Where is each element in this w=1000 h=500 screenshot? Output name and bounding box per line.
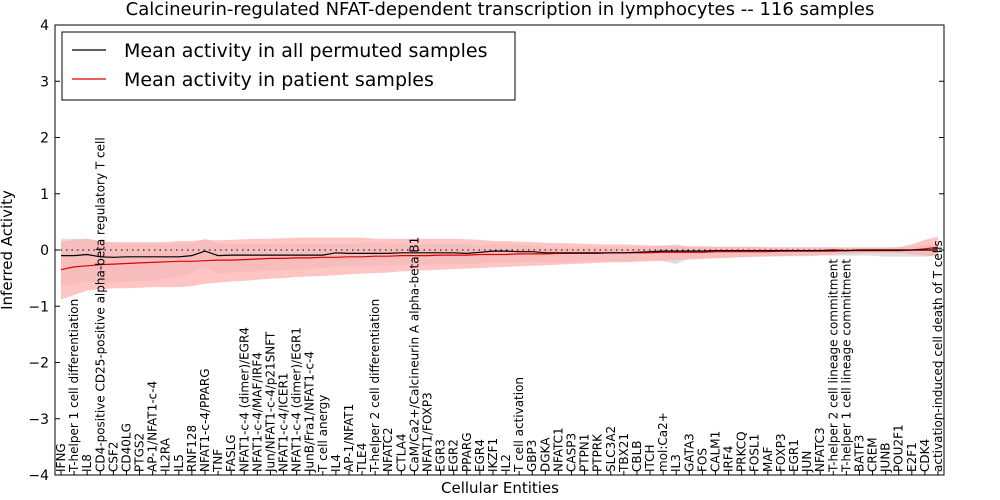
x-axis-title: Cellular Entities bbox=[441, 479, 559, 497]
category-label: MAF bbox=[761, 446, 775, 472]
category-label: PTPRK bbox=[591, 433, 605, 472]
category-label: TNF bbox=[211, 449, 225, 473]
legend: Mean activity in all permuted samples Me… bbox=[61, 31, 516, 101]
y-tick-label: 3 bbox=[40, 74, 49, 90]
y-tick-label: 1 bbox=[40, 187, 49, 203]
category-label: EGR3 bbox=[434, 439, 448, 472]
category-label: Jun/NFAT1-c-4/p21SNFT bbox=[263, 331, 277, 473]
category-label: E2F1 bbox=[905, 442, 919, 472]
category-label: T-helper 1 cell differentiation bbox=[67, 299, 81, 473]
category-label: EGR2 bbox=[447, 439, 461, 472]
category-label: mol:Ca2+ bbox=[656, 412, 670, 472]
category-label: GATA3 bbox=[682, 433, 696, 472]
category-label: EGR4 bbox=[473, 439, 487, 472]
category-label: NFATC3 bbox=[813, 427, 827, 472]
category-label: CALM1 bbox=[709, 431, 723, 472]
category-label: T-helper 2 cell differentiation bbox=[368, 299, 382, 473]
category-label: TBX21 bbox=[617, 433, 631, 473]
category-label: IL5 bbox=[172, 454, 186, 472]
category-label: FOXP3 bbox=[774, 433, 788, 472]
category-label: CD40LG bbox=[119, 423, 133, 472]
y-tick-label: −2 bbox=[28, 356, 49, 372]
category-label: T-helper 2 cell lineage commitment bbox=[826, 259, 840, 473]
y-axis-title: Inferred Activity bbox=[0, 190, 16, 310]
category-label: POU2F1 bbox=[892, 424, 906, 472]
category-label: FOS bbox=[695, 448, 709, 472]
category-label: GBP3 bbox=[525, 440, 539, 472]
category-label: IFNG bbox=[54, 443, 68, 472]
category-label: JUNB bbox=[879, 442, 893, 473]
category-label: NFAT1-c-4/PPARG bbox=[198, 368, 212, 472]
y-tick-label: 2 bbox=[40, 131, 49, 147]
category-label: NFAT1-c-4 (dimer)/EGR4 bbox=[237, 327, 251, 472]
category-label: NFAT1-c-4/MAF/IRF4 bbox=[250, 352, 264, 472]
category-label: CBLB bbox=[630, 440, 644, 472]
category-label: CD4-positive CD25-positive alpha-beta re… bbox=[93, 137, 107, 472]
category-label: T cell anergy bbox=[316, 395, 330, 473]
legend-label-patient: Mean activity in patient samples bbox=[124, 69, 434, 91]
legend-box bbox=[61, 31, 516, 101]
category-label: CTLA4 bbox=[394, 433, 408, 472]
category-label: IKZF1 bbox=[486, 438, 500, 472]
line-series-0 bbox=[61, 249, 938, 258]
category-label: CDK4 bbox=[918, 439, 932, 472]
category-label: AP-1/NFAT1 bbox=[342, 404, 356, 472]
category-label: JUN bbox=[800, 451, 814, 473]
y-axis-ticks: −4 −3 −2 −1 0 1 2 3 4 bbox=[28, 18, 944, 484]
category-label: CASP3 bbox=[565, 433, 579, 472]
category-label: activation-induced cell death of T cells bbox=[931, 240, 945, 472]
y-tick-label: 0 bbox=[40, 243, 49, 259]
category-label: SLC3A2 bbox=[604, 426, 618, 472]
category-label: DGKA bbox=[538, 437, 552, 472]
category-label: IL3 bbox=[669, 454, 683, 472]
category-label: IL8 bbox=[80, 454, 94, 472]
category-label: PTPN1 bbox=[578, 434, 592, 472]
y-tick-label: 4 bbox=[40, 18, 49, 34]
y-tick-label: −1 bbox=[28, 299, 49, 315]
category-labels: IFNG T-helper 1 cell differentiation IL8 CD… bbox=[54, 137, 945, 475]
category-label: NFAT1/FOXP3 bbox=[421, 392, 435, 472]
category-label: NFATC1 bbox=[551, 427, 565, 472]
category-label: NFAT1-c-4/ICER1 bbox=[277, 373, 291, 472]
category-label: RNF128 bbox=[185, 425, 199, 472]
category-label: T cell activation bbox=[512, 377, 526, 473]
category-label: TLE4 bbox=[355, 443, 369, 473]
category-label: T-helper 1 cell lineage commitment bbox=[839, 259, 853, 473]
category-label: PRKCQ bbox=[735, 431, 749, 472]
category-label: JunB/Fra1/NFAT1-c-4 bbox=[303, 351, 317, 473]
chart-title: Calcineurin-regulated NFAT-dependent tra… bbox=[126, 0, 875, 20]
series-lines bbox=[60, 246, 939, 271]
category-label: NFATC2 bbox=[381, 427, 395, 472]
category-label: IL2RA bbox=[159, 437, 173, 472]
category-label: PTGS2 bbox=[133, 433, 147, 472]
y-tick-label: −3 bbox=[28, 412, 49, 428]
category-label: PPARG bbox=[460, 432, 474, 472]
category-label: IRF4 bbox=[722, 446, 736, 472]
category-label: IL2 bbox=[499, 454, 513, 472]
category-label: IL4 bbox=[329, 454, 343, 472]
category-label: BATF3 bbox=[853, 435, 867, 472]
category-label: ITCH bbox=[643, 444, 657, 472]
legend-label-permuted: Mean activity in all permuted samples bbox=[124, 40, 487, 62]
category-label: FASLG bbox=[224, 434, 238, 472]
category-label: AP-1/NFAT1-c-4 bbox=[146, 381, 160, 472]
category-label: CSF2 bbox=[106, 441, 120, 472]
category-label: NFAT1-c-4 (dimer)/EGR1 bbox=[290, 327, 304, 472]
category-label: CaM/Ca2+/Calcineurin A alpha-beta B1 bbox=[407, 237, 421, 472]
y-tick-label: −4 bbox=[28, 468, 49, 484]
category-label: CREM bbox=[866, 437, 880, 472]
category-label: FOSL1 bbox=[748, 434, 762, 472]
category-label: EGR1 bbox=[787, 439, 801, 472]
